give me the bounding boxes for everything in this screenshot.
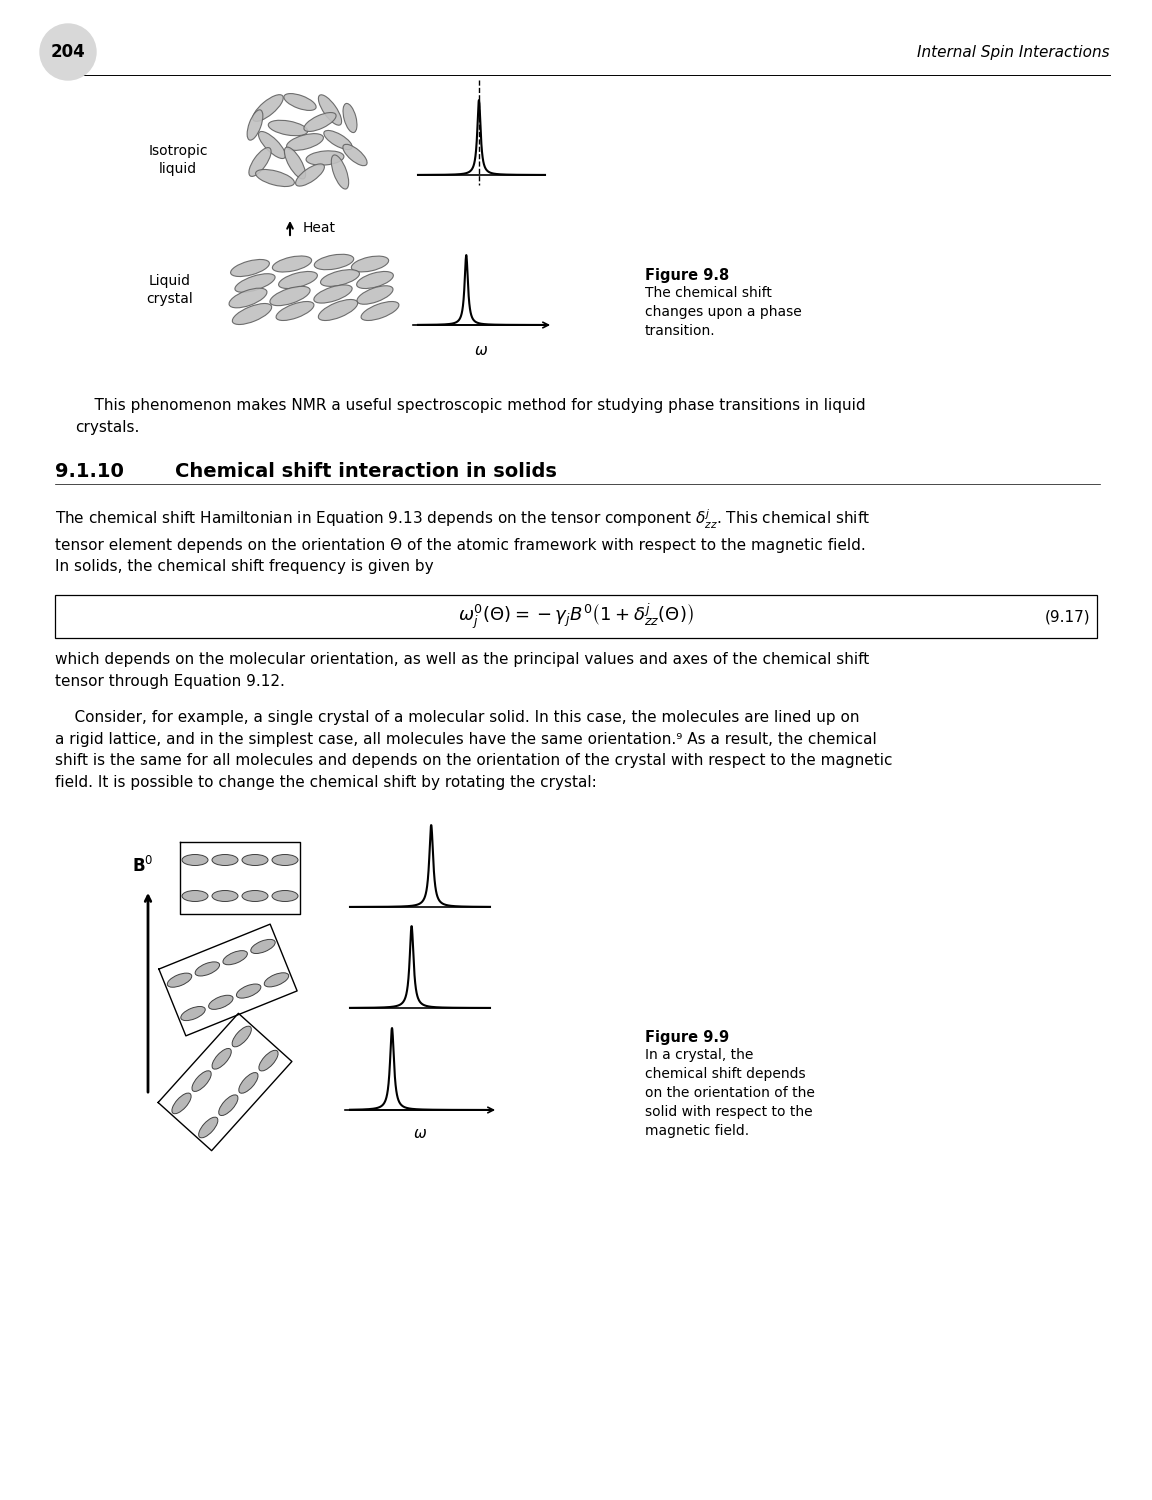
Ellipse shape: [251, 939, 275, 954]
Ellipse shape: [195, 962, 220, 976]
Ellipse shape: [268, 120, 308, 135]
Text: In a crystal, the
chemical shift depends
on the orientation of the
solid with re: In a crystal, the chemical shift depends…: [645, 1048, 814, 1138]
Ellipse shape: [167, 974, 191, 987]
Text: The chemical shift
changes upon a phase
transition.: The chemical shift changes upon a phase …: [645, 286, 802, 338]
Ellipse shape: [272, 256, 312, 272]
Text: Heat: Heat: [303, 220, 336, 236]
Ellipse shape: [357, 286, 393, 304]
Ellipse shape: [320, 270, 359, 286]
Ellipse shape: [324, 130, 353, 150]
Ellipse shape: [296, 164, 325, 186]
Ellipse shape: [351, 256, 388, 272]
Text: Consider, for example, a single crystal of a molecular solid. In this case, the : Consider, for example, a single crystal …: [55, 710, 893, 791]
Ellipse shape: [306, 152, 344, 165]
Ellipse shape: [229, 288, 267, 308]
Ellipse shape: [270, 286, 310, 306]
Ellipse shape: [343, 104, 357, 132]
Text: 9.1.10: 9.1.10: [55, 462, 124, 482]
Ellipse shape: [357, 272, 393, 288]
Ellipse shape: [285, 147, 305, 178]
Ellipse shape: [304, 112, 336, 132]
Ellipse shape: [343, 144, 367, 165]
Ellipse shape: [223, 951, 248, 964]
Ellipse shape: [249, 147, 271, 177]
Ellipse shape: [283, 93, 316, 111]
Ellipse shape: [212, 855, 238, 865]
Ellipse shape: [258, 132, 286, 159]
Ellipse shape: [209, 996, 233, 1010]
Ellipse shape: [313, 285, 353, 303]
Text: $\omega$: $\omega$: [412, 1126, 427, 1142]
Ellipse shape: [259, 1050, 278, 1071]
Ellipse shape: [332, 154, 349, 189]
Text: Isotropic
liquid: Isotropic liquid: [149, 144, 207, 176]
Ellipse shape: [198, 1118, 218, 1138]
Ellipse shape: [182, 855, 209, 865]
Text: Internal Spin Interactions: Internal Spin Interactions: [917, 45, 1111, 60]
Ellipse shape: [212, 1048, 232, 1070]
Ellipse shape: [272, 891, 298, 902]
Text: Figure 9.9: Figure 9.9: [645, 1030, 729, 1045]
Ellipse shape: [232, 1026, 251, 1047]
Text: which depends on the molecular orientation, as well as the principal values and : which depends on the molecular orientati…: [55, 652, 870, 688]
Ellipse shape: [219, 1095, 238, 1116]
Ellipse shape: [252, 94, 283, 122]
Ellipse shape: [248, 110, 263, 140]
Text: Chemical shift interaction in solids: Chemical shift interaction in solids: [175, 462, 556, 482]
Ellipse shape: [361, 302, 399, 321]
Ellipse shape: [287, 134, 324, 150]
Ellipse shape: [242, 891, 268, 902]
Ellipse shape: [276, 302, 314, 321]
Bar: [55, 596, 1097, 638]
Ellipse shape: [230, 260, 270, 276]
Ellipse shape: [212, 891, 238, 902]
Ellipse shape: [256, 170, 295, 186]
Ellipse shape: [314, 255, 354, 270]
Text: 204: 204: [51, 44, 85, 62]
Ellipse shape: [181, 1007, 205, 1020]
Ellipse shape: [236, 984, 260, 998]
Ellipse shape: [235, 273, 275, 292]
Ellipse shape: [272, 855, 298, 865]
Text: Figure 9.8: Figure 9.8: [645, 268, 729, 284]
Ellipse shape: [242, 855, 268, 865]
Text: $\omega^0_j(\Theta) = -\gamma_j B^0 \left(1 + \delta^j_{zz}(\Theta)\right)$: $\omega^0_j(\Theta) = -\gamma_j B^0 \lef…: [458, 602, 694, 632]
Ellipse shape: [318, 300, 357, 321]
Ellipse shape: [192, 1071, 211, 1092]
Text: $\omega$: $\omega$: [475, 344, 488, 358]
Ellipse shape: [279, 272, 318, 288]
Ellipse shape: [172, 1094, 191, 1113]
Circle shape: [40, 24, 96, 80]
Ellipse shape: [238, 1072, 258, 1094]
Ellipse shape: [182, 891, 209, 902]
Text: The chemical shift Hamiltonian in Equation 9.13 depends on the tensor component : The chemical shift Hamiltonian in Equati…: [55, 509, 870, 574]
Text: Liquid
crystal: Liquid crystal: [146, 274, 194, 306]
Ellipse shape: [318, 94, 342, 124]
Text: $\mathbf{B}^0$: $\mathbf{B}^0$: [132, 856, 153, 876]
Ellipse shape: [233, 303, 272, 324]
Text: (9.17): (9.17): [1045, 609, 1091, 624]
Ellipse shape: [264, 974, 289, 987]
Text: This phenomenon makes NMR a useful spectroscopic method for studying phase trans: This phenomenon makes NMR a useful spect…: [75, 398, 865, 435]
